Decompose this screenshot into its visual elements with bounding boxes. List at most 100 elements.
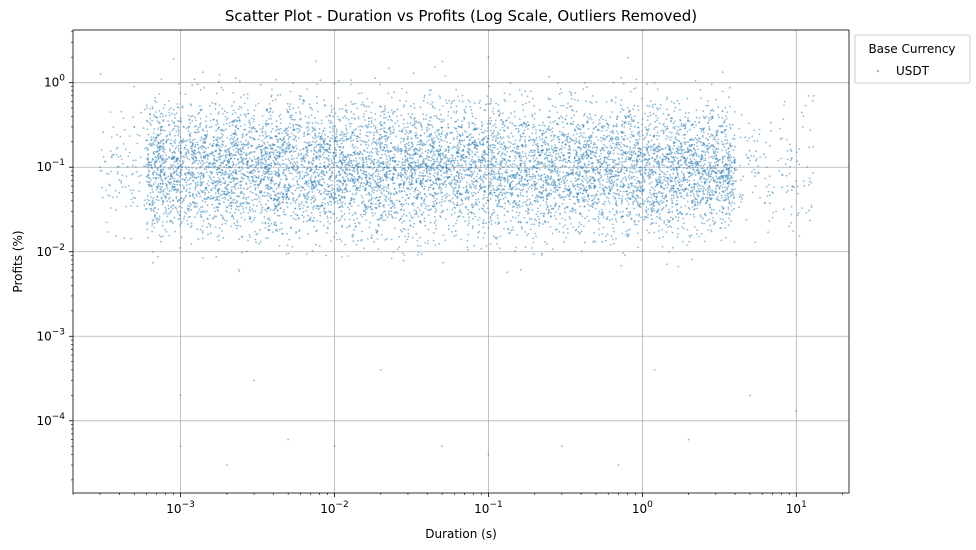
- scatter-point: [297, 106, 300, 109]
- scatter-point: [332, 128, 335, 131]
- scatter-point: [676, 167, 679, 169]
- scatter-point: [531, 115, 534, 118]
- scatter-point: [173, 140, 176, 143]
- scatter-point: [710, 208, 713, 211]
- scatter-point: [455, 183, 457, 186]
- scatter-point: [277, 157, 279, 159]
- scatter-point: [498, 141, 501, 143]
- scatter-point: [370, 150, 373, 153]
- scatter-point: [627, 203, 630, 206]
- scatter-point: [263, 178, 266, 181]
- scatter-point: [467, 249, 469, 251]
- scatter-point: [116, 196, 118, 199]
- scatter-point: [419, 203, 422, 206]
- scatter-point: [468, 196, 471, 199]
- scatter-point: [489, 217, 492, 220]
- scatter-point: [185, 174, 187, 177]
- scatter-point: [597, 201, 600, 204]
- scatter-point: [354, 102, 357, 105]
- scatter-point: [659, 156, 661, 159]
- scatter-point: [727, 174, 729, 177]
- scatter-point: [555, 218, 557, 220]
- scatter-point: [611, 139, 613, 142]
- scatter-point: [537, 151, 539, 153]
- scatter-point: [432, 188, 434, 191]
- scatter-point: [616, 141, 618, 144]
- scatter-point: [623, 122, 625, 125]
- scatter-point: [647, 146, 650, 148]
- scatter-point: [544, 163, 546, 165]
- scatter-point: [462, 169, 465, 171]
- scatter-point: [222, 112, 224, 115]
- scatter-point: [602, 179, 604, 182]
- scatter-point: [239, 204, 242, 207]
- scatter-point: [159, 139, 162, 142]
- scatter-point: [725, 117, 728, 120]
- scatter-point: [685, 213, 687, 216]
- scatter-point: [641, 199, 644, 201]
- scatter-point: [550, 139, 553, 142]
- scatter-point: [423, 217, 426, 220]
- scatter-point: [189, 226, 192, 229]
- scatter-point: [271, 231, 274, 234]
- scatter-point: [179, 92, 182, 94]
- scatter-point: [396, 177, 399, 180]
- scatter-point: [470, 136, 473, 139]
- scatter-point: [158, 234, 161, 237]
- scatter-point: [315, 243, 318, 246]
- scatter-point: [392, 182, 395, 185]
- scatter-point: [592, 194, 595, 197]
- scatter-point: [501, 121, 504, 124]
- scatter-point: [368, 144, 370, 147]
- scatter-point: [230, 166, 233, 169]
- scatter-point: [287, 138, 290, 141]
- scatter-point: [720, 194, 723, 197]
- scatter-point: [710, 83, 713, 86]
- scatter-point: [572, 226, 575, 229]
- scatter-point: [680, 142, 683, 144]
- scatter-point: [282, 145, 284, 148]
- scatter-point: [177, 149, 180, 152]
- scatter-point: [167, 138, 170, 141]
- scatter-point: [754, 175, 756, 178]
- scatter-point: [624, 197, 627, 200]
- scatter-point: [468, 163, 471, 165]
- scatter-point: [519, 138, 522, 141]
- scatter-point: [333, 107, 335, 110]
- scatter-point: [284, 213, 287, 216]
- scatter-point: [613, 230, 615, 233]
- scatter-point: [201, 200, 204, 202]
- scatter-point: [466, 190, 469, 193]
- scatter-point: [152, 208, 155, 211]
- scatter-point: [239, 225, 242, 228]
- scatter-point: [331, 189, 334, 192]
- scatter-point: [310, 187, 312, 190]
- scatter-point: [339, 139, 341, 142]
- scatter-point: [615, 220, 618, 223]
- scatter-point: [146, 149, 149, 151]
- scatter-point: [524, 178, 526, 181]
- scatter-point: [295, 218, 297, 221]
- scatter-point: [705, 179, 708, 181]
- scatter-point: [553, 197, 556, 200]
- scatter-point: [725, 198, 728, 201]
- scatter-point: [304, 115, 307, 118]
- scatter-point: [150, 196, 152, 198]
- scatter-point: [722, 199, 725, 202]
- scatter-point: [289, 90, 292, 93]
- scatter-point: [331, 170, 334, 173]
- scatter-point: [130, 205, 133, 207]
- scatter-point: [473, 170, 476, 173]
- scatter-point: [632, 135, 634, 138]
- scatter-point: [388, 67, 390, 70]
- scatter-point: [362, 213, 365, 216]
- scatter-point: [744, 136, 747, 139]
- scatter-point: [403, 104, 406, 106]
- scatter-point: [509, 164, 512, 167]
- scatter-point: [416, 149, 419, 152]
- scatter-point: [268, 224, 271, 227]
- scatter-point: [738, 196, 741, 198]
- scatter-point: [482, 219, 485, 222]
- scatter-point: [326, 215, 329, 218]
- scatter-point: [568, 147, 571, 149]
